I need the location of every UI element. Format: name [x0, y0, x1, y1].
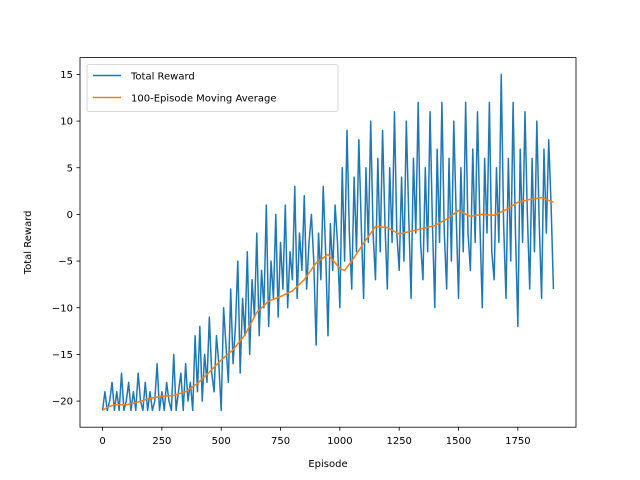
x-tick-label: 1250	[386, 436, 411, 447]
y-tick-label: −15	[52, 350, 73, 361]
plot-area-background	[80, 57, 576, 428]
series-layer	[101, 73, 555, 412]
x-axis: 0 250 500 750 1000 1250 1500 1750	[99, 427, 531, 447]
y-tick-label: −20	[52, 397, 73, 408]
legend: Total Reward 100-Episode Moving Average	[86, 64, 339, 112]
y-axis: −20 −15 −10 −5 0 5 10 15	[52, 70, 80, 408]
x-tick-label: 750	[271, 436, 290, 447]
x-tick-label: 0	[99, 436, 105, 447]
y-tick-label: −10	[52, 303, 73, 314]
y-axis-label: Total Reward	[23, 211, 34, 276]
plot-frame	[79, 57, 577, 428]
x-tick-label: 1000	[327, 436, 352, 447]
x-tick-label: 1500	[446, 436, 471, 447]
y-tick-label: 5	[67, 163, 73, 174]
legend-label-total-reward: Total Reward	[130, 72, 195, 83]
series-line-total-reward	[101, 73, 555, 412]
x-tick-label: 500	[212, 436, 231, 447]
x-tick-label: 1750	[505, 436, 530, 447]
y-tick-label: 10	[60, 117, 73, 128]
series-line-moving-average	[102, 196, 554, 412]
y-tick-label: −5	[58, 257, 73, 268]
x-tick-label: 250	[152, 436, 171, 447]
legend-frame	[86, 64, 339, 112]
y-tick-label: 15	[60, 70, 73, 81]
y-tick-label: 0	[67, 210, 73, 221]
legend-label-moving-average: 100-Episode Moving Average	[131, 94, 277, 105]
x-axis-label: Episode	[308, 459, 347, 470]
